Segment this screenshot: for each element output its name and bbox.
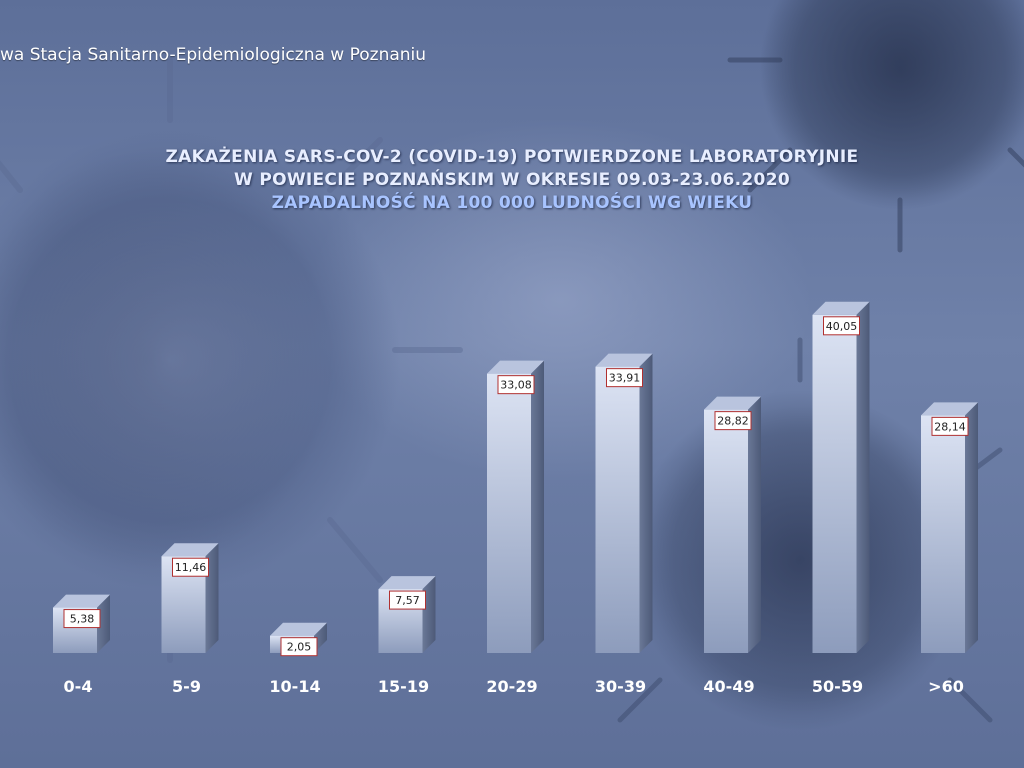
value-label-box — [823, 316, 860, 336]
category-label-5-9: 5-9 — [172, 677, 201, 696]
category-label-10-14: 10-14 — [269, 677, 320, 696]
value-label-box — [280, 637, 318, 657]
value-label-box — [714, 411, 752, 431]
bar-top-face — [53, 594, 110, 608]
value-label-text: 28,14 — [934, 420, 966, 433]
bar->60 — [921, 402, 978, 653]
bar-front-face — [812, 314, 857, 653]
chart-title-line2: W POWIECIE POZNAŃSKIM W OKRESIE 09.03-23… — [234, 170, 790, 190]
bar-top-face — [921, 402, 978, 416]
bar-front-face — [704, 409, 748, 653]
bar-side-face — [639, 353, 653, 653]
category-label-50-59: 50-59 — [812, 677, 863, 696]
value-label-40-49: 28,82 — [714, 411, 752, 431]
bar-50-59 — [812, 301, 870, 653]
value-label-box — [497, 375, 535, 395]
category-label->60: >60 — [928, 677, 964, 696]
value-label-0-4: 5,38 — [63, 609, 101, 629]
category-label-15-19: 15-19 — [378, 677, 429, 696]
bar-side-face — [856, 301, 870, 653]
bar-20-29 — [487, 360, 544, 653]
bar-front-face — [921, 415, 965, 653]
category-label-20-29: 20-29 — [486, 677, 537, 696]
bar-side-face — [531, 360, 544, 653]
value-label-10-14: 2,05 — [280, 637, 318, 657]
category-labels-layer: 0-4 5-9 10-14 15-19 20-29 30-39 40-49 50-59 >60 — [64, 677, 964, 696]
value-label-text: 28,82 — [717, 415, 749, 428]
value-label->60: 28,14 — [931, 416, 969, 436]
category-label-40-49: 40-49 — [703, 677, 754, 696]
bar-30-39 — [595, 353, 653, 653]
value-label-text: 5,38 — [70, 613, 95, 626]
value-label-box — [172, 557, 209, 577]
bar-top-face — [595, 353, 653, 367]
bar-side-face — [748, 396, 761, 653]
value-labels-layer: 5,38 11,46 2,05 7,57 33,08 33,91 28,82 40,05 28,… — [63, 316, 969, 657]
value-label-text: 33,08 — [500, 379, 532, 392]
bar-top-face — [161, 543, 219, 557]
bar-40-49 — [704, 396, 761, 653]
value-label-30-39: 33,91 — [606, 368, 643, 388]
chart-title: ZAKAŻENIA SARS-COV-2 (COVID-19) POTWIERD… — [165, 147, 859, 167]
bar-top-face — [378, 576, 436, 590]
bar-15-19 — [378, 576, 436, 653]
category-label-30-39: 30-39 — [595, 677, 646, 696]
value-label-text: 11,46 — [175, 561, 207, 574]
bar-top-face — [487, 360, 544, 374]
bar-side-face — [422, 576, 436, 653]
value-label-text: 40,05 — [826, 320, 858, 333]
bar-front-face — [595, 366, 640, 653]
bar-front-face — [487, 373, 531, 653]
value-label-box — [931, 416, 969, 436]
value-label-box — [389, 590, 426, 610]
bar-top-face — [270, 622, 327, 636]
institution-header: wa Stacja Sanitarno-Epidemiologiczna w P… — [0, 45, 427, 65]
category-label-0-4: 0-4 — [64, 677, 93, 696]
value-label-20-29: 33,08 — [497, 375, 535, 395]
bar-top-face — [812, 301, 870, 315]
bar-side-face — [965, 402, 978, 653]
chart-subtitle: ZAPADALNOŚĆ NA 100 000 LUDNOŚCI WG WIEKU — [271, 193, 753, 213]
value-label-50-59: 40,05 — [823, 316, 860, 336]
chart-title-block: ZAKAŻENIA SARS-COV-2 (COVID-19) POTWIERD… — [0, 146, 1024, 215]
bar-top-face — [704, 396, 761, 410]
value-label-text: 7,57 — [395, 594, 420, 607]
value-label-5-9: 11,46 — [172, 557, 209, 577]
value-label-text: 2,05 — [287, 641, 312, 654]
value-label-15-19: 7,57 — [389, 590, 426, 610]
value-label-text: 33,91 — [609, 372, 641, 385]
value-label-box — [606, 368, 643, 388]
bars-layer — [53, 301, 978, 653]
value-label-box — [63, 609, 101, 629]
